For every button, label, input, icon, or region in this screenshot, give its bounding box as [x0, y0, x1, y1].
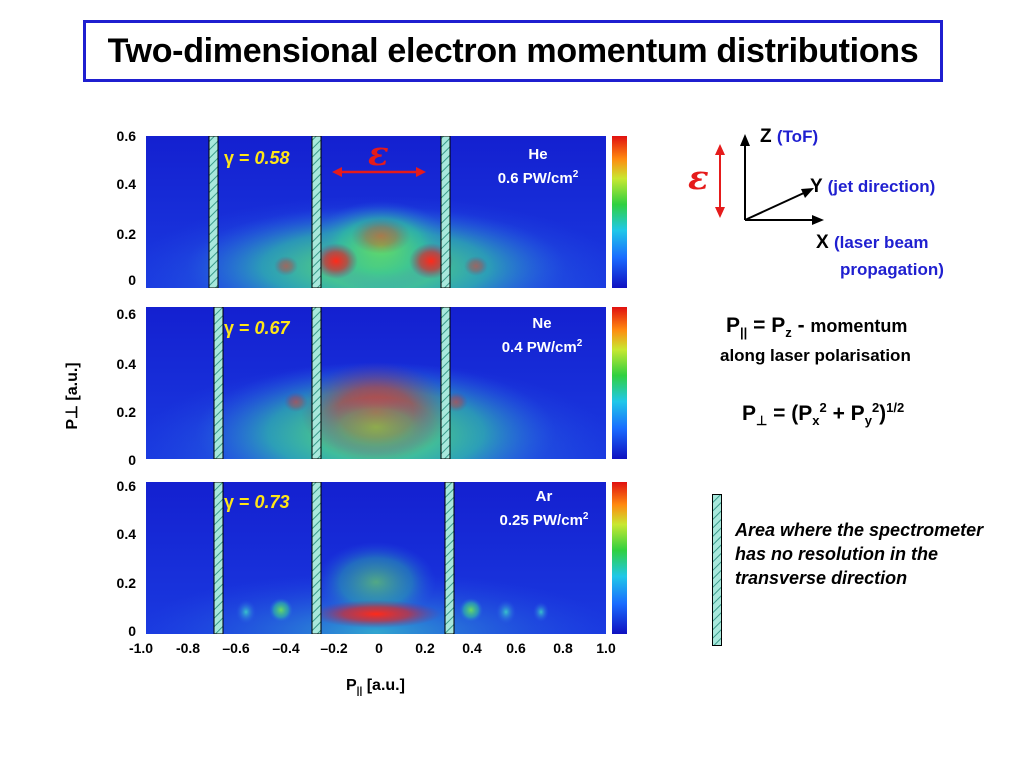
gamma-label-ar: γ = 0.73 [224, 492, 290, 513]
x-axis-label: P|| [a.u.] [346, 677, 405, 697]
colorbar-ne [612, 307, 627, 459]
ytick-p3-0: 0 [128, 623, 136, 639]
y-axis-label: P⊥ [a.u.] [64, 362, 81, 430]
ytick-p1-0.4: 0.4 [116, 176, 136, 192]
ytick-p2-0: 0 [128, 452, 136, 468]
gamma-label-ne: γ = 0.67 [224, 318, 290, 339]
intensity: 0.4 PW/cm2 [501, 338, 583, 356]
ytick-p2-0.4: 0.4 [116, 356, 136, 372]
xtick: -0.8 [175, 640, 201, 656]
x-axis-coord-label: X (laser beam [816, 232, 929, 253]
xtick: -1.0 [128, 640, 154, 656]
xtick: –0.6 [222, 640, 250, 656]
gamma-value: 0.73 [254, 492, 290, 512]
element-name: Ar [535, 488, 553, 505]
gamma-label-he: γ = 0.58 [224, 148, 290, 169]
xtick: 1.0 [596, 640, 616, 656]
ytick-p1-0.2: 0.2 [116, 226, 136, 242]
xtick: 0.2 [415, 640, 435, 656]
formula-p-parallel-desc: along laser polarisation [720, 346, 911, 365]
jet-direction-note: (jet direction) [827, 177, 936, 196]
xtick: 0.4 [462, 640, 482, 656]
xtick: 0.8 [553, 640, 573, 656]
ytick-p3-0.6: 0.6 [116, 478, 136, 494]
page-title: Two-dimensional electron momentum distri… [107, 31, 919, 70]
momentum-map-ne [146, 307, 606, 459]
xtick: 0.6 [506, 640, 526, 656]
formula-p-perp: P⊥ = (Px2 + Py2)1/2 [742, 400, 905, 429]
coordinate-diagram [715, 134, 824, 225]
panel-label-ar: Ar 0.25 PW/cm2 [482, 487, 606, 531]
ytick-p1-0.6: 0.6 [116, 128, 136, 144]
tof-note: (ToF) [776, 127, 819, 146]
y-axis-coord-label: Y (jet direction) [810, 176, 936, 197]
formula-p-parallel: P|| = Pz - momentum [726, 314, 908, 341]
laser-beam-note: (laser beam [833, 233, 929, 252]
hatched-strip-legend [712, 494, 722, 646]
x-axis-label-sub: || [356, 686, 363, 698]
intensity: 0.25 PW/cm2 [499, 511, 589, 529]
propagation-note: propagation) [840, 260, 944, 279]
z-axis-label: Z (ToF) [760, 126, 819, 147]
panel-ne [146, 307, 606, 459]
panel-label-he: He 0.6 PW/cm2 [480, 145, 596, 189]
ytick-p2-0.2: 0.2 [116, 404, 136, 420]
epsilon-label-plot: ε [368, 134, 389, 174]
gamma-symbol: γ = [224, 148, 255, 168]
element-name: Ne [532, 315, 552, 332]
panel-ar [146, 482, 606, 634]
xtick: –0.2 [320, 640, 348, 656]
colorbar-he [612, 136, 627, 288]
gamma-symbol: γ = [224, 492, 255, 512]
gamma-symbol: γ = [224, 318, 255, 338]
element-name: He [528, 146, 548, 163]
momentum-map-he [146, 136, 606, 288]
colorbar-ar [612, 482, 627, 634]
xtick: –0.4 [272, 640, 300, 656]
epsilon-label-diagram: ε [688, 158, 709, 198]
legend-text: Area where the spectrometer has no resol… [735, 520, 984, 588]
xtick: 0 [375, 640, 383, 656]
intensity: 0.6 PW/cm2 [497, 169, 579, 187]
x-axis-label-main: P [346, 677, 357, 694]
gamma-value: 0.67 [254, 318, 290, 338]
x-axis-label-unit: [a.u.] [362, 677, 405, 694]
momentum-map-ar [146, 482, 606, 634]
panel-label-ne: Ne 0.4 PW/cm2 [482, 314, 602, 358]
ytick-p3-0.2: 0.2 [116, 575, 136, 591]
title-box: Two-dimensional electron momentum distri… [83, 20, 943, 82]
ytick-p3-0.4: 0.4 [116, 526, 136, 542]
ytick-p2-0.6: 0.6 [116, 306, 136, 322]
panel-he [146, 136, 606, 288]
gamma-value: 0.58 [254, 148, 290, 168]
ytick-p1-0: 0 [128, 272, 136, 288]
